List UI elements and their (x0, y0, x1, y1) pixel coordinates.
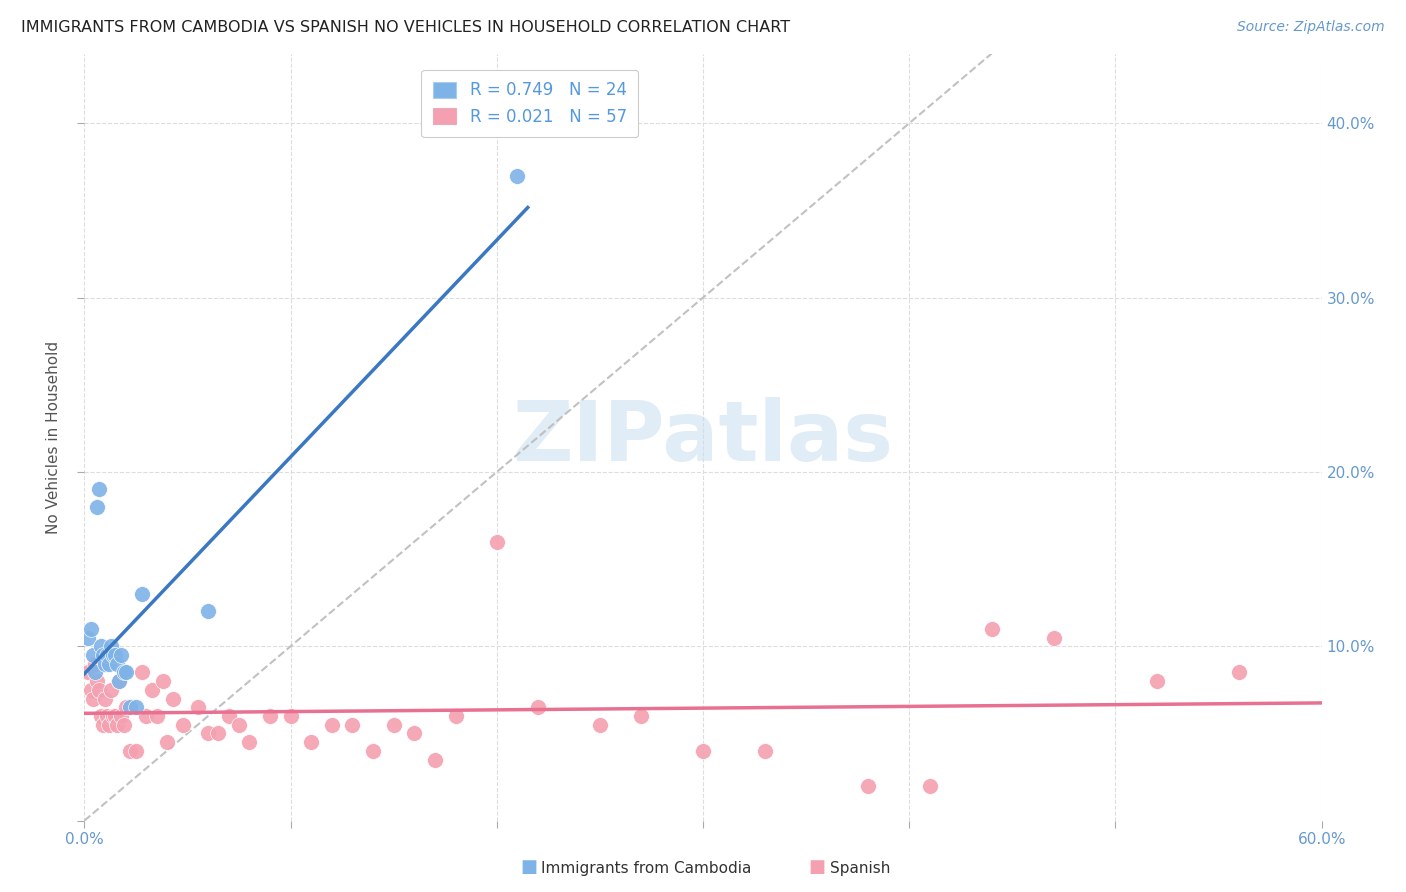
Point (94, 691, 117, 706)
Point (112, 717, 135, 731)
Point (77, 631, 100, 645)
Point (87, 682, 110, 697)
Text: IMMIGRANTS FROM CAMBODIA VS SPANISH NO VEHICLES IN HOUSEHOLD CORRELATION CHART: IMMIGRANTS FROM CAMBODIA VS SPANISH NO V… (21, 20, 790, 35)
Point (187, 700, 209, 714)
Point (82, 691, 104, 706)
Point (104, 709, 127, 723)
Point (83, 665, 105, 680)
Point (91, 648, 114, 662)
Point (506, 169, 529, 183)
Point (145, 709, 167, 723)
Point (197, 726, 219, 740)
Text: ■: ■ (808, 858, 825, 876)
Point (125, 744, 148, 758)
Point (108, 674, 131, 689)
Point (321, 717, 343, 731)
Point (404, 726, 426, 740)
Point (83, 657, 105, 671)
Point (162, 691, 184, 706)
Point (444, 709, 467, 723)
Point (94, 657, 117, 671)
Point (156, 735, 179, 749)
Text: Spanish: Spanish (830, 861, 890, 876)
Point (100, 682, 122, 697)
Point (692, 744, 714, 758)
Point (259, 709, 281, 723)
Point (118, 700, 141, 714)
Point (228, 717, 250, 731)
Text: ■: ■ (520, 858, 537, 876)
Point (96, 709, 118, 723)
Point (108, 674, 131, 689)
Point (172, 717, 194, 731)
Point (135, 709, 157, 723)
Point (91, 717, 114, 731)
Point (112, 665, 135, 680)
Point (110, 709, 132, 723)
Y-axis label: No Vehicles in Household: No Vehicles in Household (46, 341, 62, 533)
Point (125, 700, 148, 714)
Point (382, 717, 405, 731)
Point (118, 744, 141, 758)
Point (630, 709, 652, 723)
Point (87, 483, 110, 497)
Point (90, 709, 112, 723)
Point (299, 735, 322, 749)
Point (485, 534, 508, 549)
Point (754, 744, 776, 758)
Point (918, 779, 941, 793)
Point (238, 735, 260, 749)
Text: Source: ZipAtlas.com: Source: ZipAtlas.com (1237, 20, 1385, 34)
Text: Immigrants from Cambodia: Immigrants from Cambodia (541, 861, 752, 876)
Point (103, 648, 125, 662)
Legend: R = 0.749   N = 24, R = 0.021   N = 57: R = 0.749 N = 24, R = 0.021 N = 57 (422, 70, 638, 137)
Point (1146, 674, 1168, 689)
Point (105, 657, 128, 671)
Text: ZIPatlas: ZIPatlas (513, 397, 893, 477)
Point (361, 744, 384, 758)
Point (527, 700, 550, 714)
Point (197, 604, 219, 618)
Point (86, 500, 108, 514)
Point (98, 717, 121, 731)
Point (423, 753, 446, 767)
Point (114, 700, 136, 714)
Point (218, 709, 240, 723)
Point (105, 717, 128, 731)
Point (103, 709, 125, 723)
Point (104, 648, 127, 662)
Point (96, 648, 118, 662)
Point (980, 622, 1002, 636)
Point (79, 682, 101, 697)
Point (77, 665, 100, 680)
Point (110, 648, 132, 662)
Point (152, 674, 174, 689)
Point (131, 665, 153, 680)
Point (856, 779, 879, 793)
Point (342, 717, 364, 731)
Point (589, 717, 612, 731)
Point (90, 640, 112, 654)
Point (114, 665, 136, 680)
Point (98, 657, 121, 671)
Point (86, 674, 108, 689)
Point (82, 648, 104, 662)
Point (131, 587, 153, 601)
Point (280, 709, 302, 723)
Point (1227, 665, 1250, 680)
Point (79, 622, 101, 636)
Point (141, 682, 163, 697)
Point (100, 640, 122, 654)
Point (1042, 631, 1064, 645)
Point (207, 726, 229, 740)
